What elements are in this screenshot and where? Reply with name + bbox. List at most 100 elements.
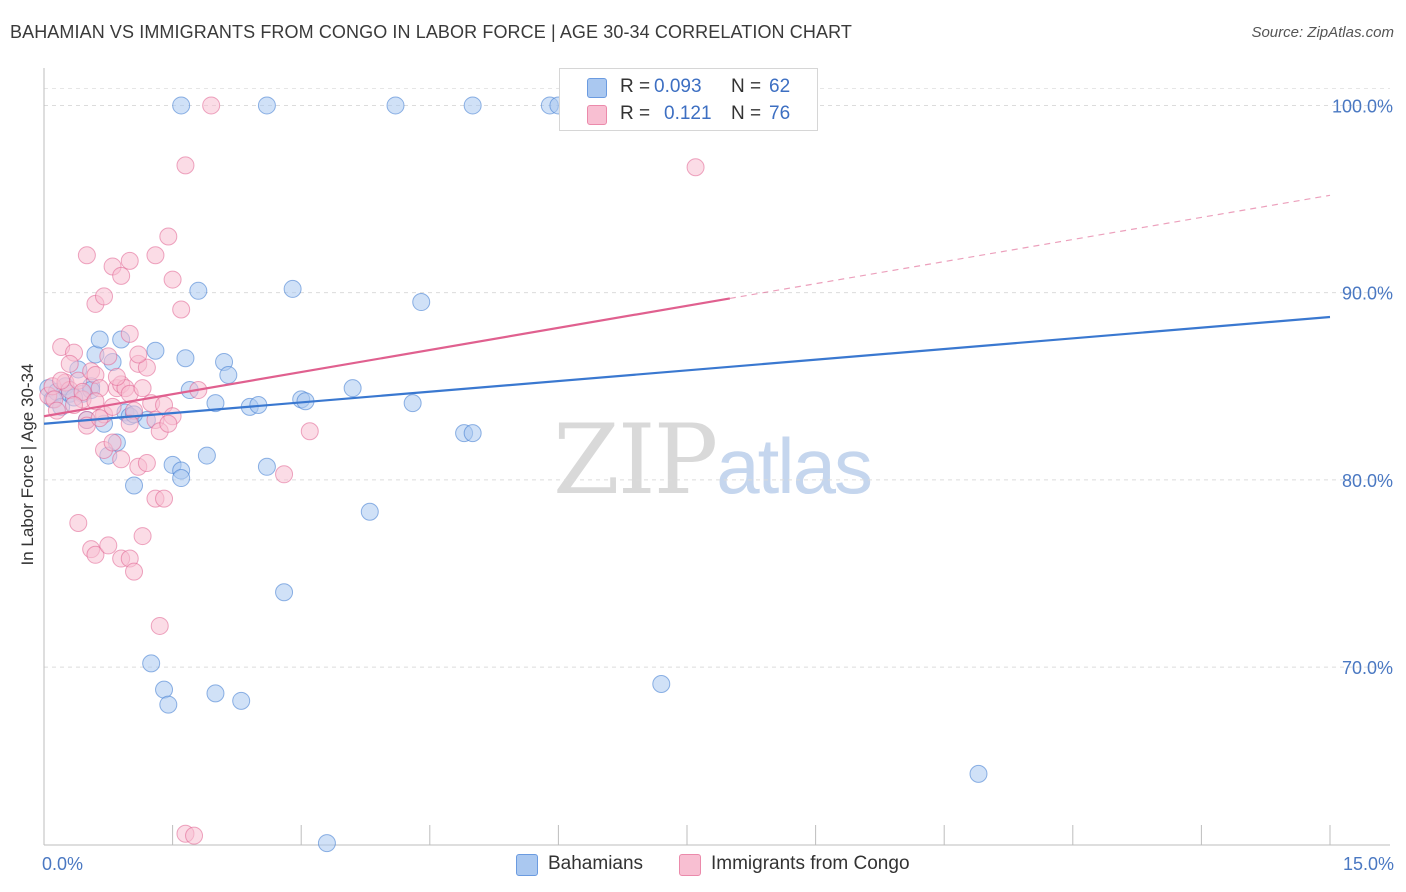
legend-n-label: N = (731, 76, 762, 97)
chart-title: BAHAMIAN VS IMMIGRANTS FROM CONGO IN LAB… (10, 22, 852, 42)
point-bahamians (189, 281, 208, 300)
point-congo (172, 300, 191, 319)
axis-labels: 70.0% 80.0% 90.0% 100.0% 0.0% 15.0% In Labor F… (18, 96, 1394, 874)
point-congo (120, 324, 139, 343)
point-bahamians (360, 502, 379, 521)
point-congo (202, 96, 221, 115)
point-congo (185, 826, 204, 845)
point-bahamians (257, 457, 276, 476)
point-congo (112, 266, 131, 285)
point-congo (107, 367, 126, 386)
point-bahamians (275, 583, 294, 602)
point-bahamians (219, 366, 238, 385)
point-bahamians (172, 469, 191, 488)
legend-row-congo: R = 0.121 N = 76 (560, 101, 817, 127)
legend-r-value: 0.093 (654, 76, 702, 97)
legend-n-label: N = (731, 103, 762, 124)
point-bahamians (283, 279, 302, 298)
y-tick-label: 100.0% (1332, 96, 1393, 116)
point-bahamians (155, 680, 174, 699)
point-congo (125, 562, 144, 581)
watermark-zip: ZIP (553, 404, 718, 516)
point-congo (86, 392, 105, 411)
point-congo (99, 536, 118, 555)
point-bahamians (403, 394, 422, 413)
y-tick-label: 90.0% (1342, 284, 1393, 304)
point-congo (120, 414, 139, 433)
point-congo (120, 251, 139, 270)
point-congo (133, 527, 152, 546)
point-bahamians (146, 341, 165, 360)
x-tick-label: 0.0% (42, 854, 83, 874)
source-label: Source: ZipAtlas.com (1251, 24, 1394, 41)
y-tick-label: 80.0% (1342, 471, 1393, 491)
point-congo (47, 401, 66, 420)
point-bahamians (125, 476, 144, 495)
point-bahamians (176, 349, 195, 368)
legend-n-value: 62 (769, 76, 791, 97)
point-congo (300, 422, 319, 441)
point-bahamians (206, 684, 225, 703)
point-congo (146, 246, 165, 265)
point-congo (155, 489, 174, 508)
legend-r-label: R = (620, 76, 651, 97)
point-congo (69, 513, 88, 532)
x-tick-label: 15.0% (1343, 854, 1394, 874)
point-congo (150, 616, 169, 635)
trend-lines (43, 194, 1331, 425)
point-bahamians (257, 96, 276, 115)
point-bahamians (343, 379, 362, 398)
trend-line-bahamians (43, 315, 1331, 425)
point-congo (137, 454, 156, 473)
point-bahamians (197, 446, 216, 465)
point-congo (133, 379, 152, 398)
point-bahamians (463, 96, 482, 115)
point-congo (52, 371, 71, 390)
legend-r-value: 0.121 (664, 103, 712, 124)
point-congo (176, 156, 195, 175)
point-bahamians (412, 293, 431, 312)
series-label-bahamians: Bahamians (548, 853, 644, 874)
series-swatch-bahamians (516, 854, 538, 876)
point-bahamians (90, 330, 109, 349)
point-bahamians (142, 654, 161, 673)
point-bahamians (463, 424, 482, 443)
data-points (39, 96, 988, 853)
point-congo (95, 287, 114, 306)
series-label-congo: Immigrants from Congo (711, 853, 910, 874)
point-congo (159, 227, 178, 246)
point-congo (275, 465, 294, 484)
legend-row-bahamians: R = 0.093 N = 62 (560, 74, 817, 100)
watermark-atlas: atlas (716, 422, 873, 510)
point-bahamians (172, 96, 191, 115)
grid-lines (44, 87, 1390, 668)
point-congo (112, 450, 131, 469)
watermark: ZIPatlas (553, 404, 873, 516)
point-congo (86, 545, 105, 564)
point-bahamians (232, 691, 251, 710)
axes (43, 68, 1390, 846)
point-congo (163, 270, 182, 289)
point-bahamians (159, 695, 178, 714)
point-congo (686, 158, 705, 177)
point-bahamians (206, 394, 225, 413)
point-congo (137, 358, 156, 377)
legend-r-label: R = (620, 103, 651, 124)
correlation-legend: R = 0.093 N = 62 R = 0.121 N = 76 (559, 68, 818, 131)
point-congo (73, 382, 92, 401)
legend-n-value: 76 (769, 103, 791, 124)
legend-swatch-bahamians (587, 78, 607, 98)
y-axis-title: In Labor Force | Age 30-34 (18, 364, 37, 566)
legend-swatch-congo (587, 105, 607, 125)
point-congo (129, 345, 148, 364)
point-congo (77, 246, 96, 265)
trend-line-congo (43, 297, 731, 418)
series-swatch-congo (679, 854, 701, 876)
trend-line-congo-dashed (729, 194, 1331, 300)
point-congo (159, 414, 178, 433)
point-bahamians (317, 834, 336, 853)
y-tick-label: 70.0% (1342, 658, 1393, 678)
point-congo (99, 347, 118, 366)
point-bahamians (386, 96, 405, 115)
